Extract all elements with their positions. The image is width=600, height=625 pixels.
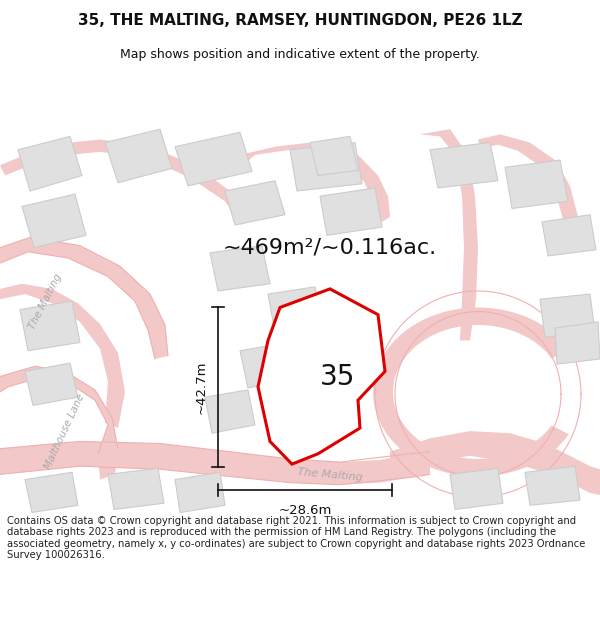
Text: 35: 35	[320, 362, 356, 391]
Text: The Malting: The Malting	[297, 467, 363, 482]
Polygon shape	[0, 366, 118, 479]
Polygon shape	[25, 472, 78, 512]
Polygon shape	[0, 441, 430, 485]
Text: ~28.6m: ~28.6m	[278, 504, 332, 518]
Polygon shape	[450, 468, 503, 509]
Polygon shape	[175, 472, 225, 512]
Text: Contains OS data © Crown copyright and database right 2021. This information is : Contains OS data © Crown copyright and d…	[7, 516, 586, 561]
Polygon shape	[505, 160, 568, 209]
Text: Malthouse Lane: Malthouse Lane	[43, 392, 87, 471]
Polygon shape	[0, 139, 248, 225]
Text: ~469m²/~0.116ac.: ~469m²/~0.116ac.	[223, 238, 437, 258]
Polygon shape	[320, 188, 382, 236]
Text: Map shows position and indicative extent of the property.: Map shows position and indicative extent…	[120, 48, 480, 61]
Polygon shape	[290, 142, 362, 191]
Polygon shape	[25, 363, 78, 406]
Polygon shape	[240, 142, 390, 222]
Polygon shape	[210, 246, 270, 291]
Polygon shape	[0, 284, 125, 428]
Polygon shape	[225, 181, 285, 225]
Polygon shape	[268, 287, 322, 332]
Polygon shape	[373, 308, 569, 476]
Polygon shape	[108, 468, 164, 509]
Polygon shape	[542, 215, 596, 256]
Polygon shape	[540, 294, 595, 338]
Polygon shape	[310, 136, 358, 176]
Polygon shape	[240, 342, 295, 388]
Polygon shape	[430, 142, 498, 188]
Polygon shape	[20, 301, 80, 351]
Polygon shape	[22, 194, 86, 248]
Polygon shape	[18, 136, 82, 191]
Polygon shape	[478, 134, 580, 248]
Text: The Malting: The Malting	[26, 272, 64, 331]
Polygon shape	[0, 238, 168, 359]
Polygon shape	[175, 132, 252, 186]
Polygon shape	[390, 431, 600, 495]
Polygon shape	[525, 466, 580, 506]
Text: ~42.7m: ~42.7m	[195, 361, 208, 414]
Polygon shape	[555, 322, 600, 364]
Polygon shape	[105, 129, 172, 182]
Polygon shape	[258, 289, 385, 464]
Polygon shape	[420, 129, 478, 341]
Text: 35, THE MALTING, RAMSEY, HUNTINGDON, PE26 1LZ: 35, THE MALTING, RAMSEY, HUNTINGDON, PE2…	[77, 12, 523, 28]
Polygon shape	[205, 390, 255, 433]
